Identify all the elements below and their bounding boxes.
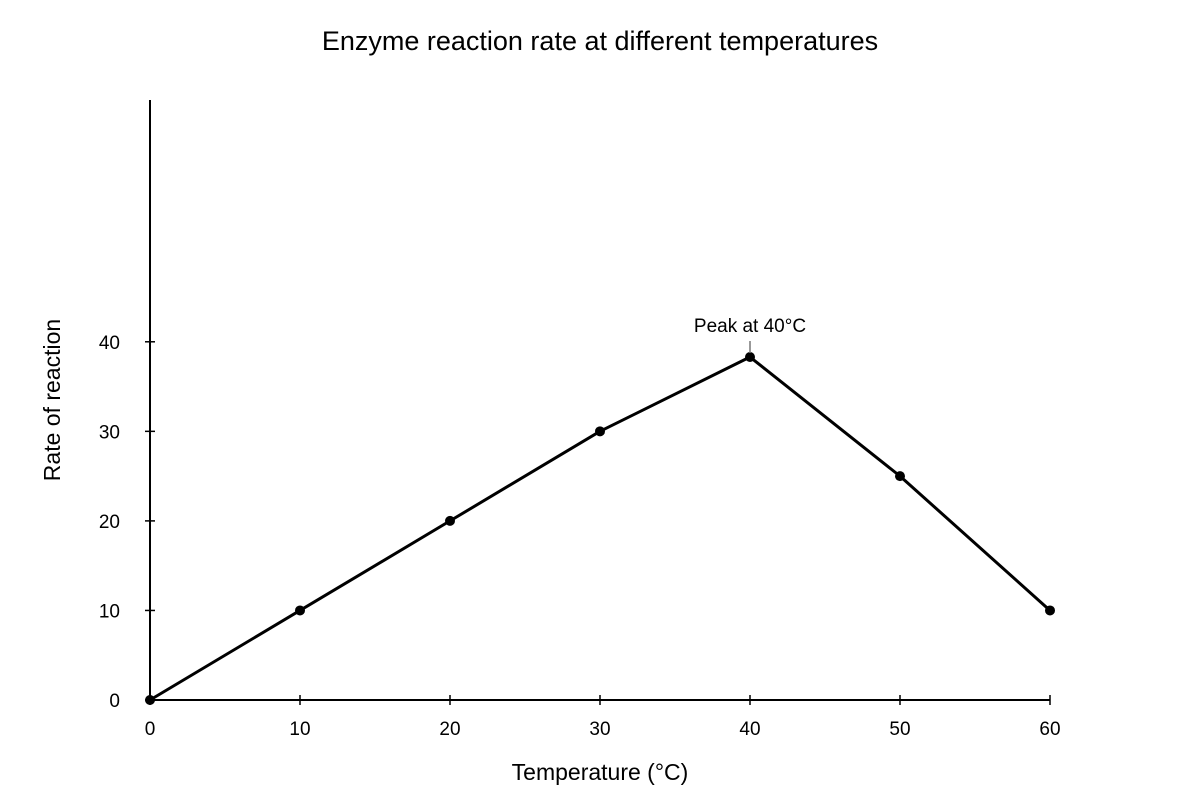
series-group — [145, 352, 1055, 705]
data-point — [745, 352, 755, 363]
y-tick-label: 0 — [109, 691, 120, 712]
data-point — [1045, 605, 1055, 616]
x-tick-label: 10 — [289, 719, 310, 740]
y-tick-label: 10 — [99, 601, 120, 622]
y-axis-label: Rate of reaction — [39, 319, 65, 481]
x-tick-label: 60 — [1039, 719, 1060, 740]
x-tick-label: 50 — [889, 719, 910, 740]
annotations: Peak at 40°C — [694, 316, 806, 354]
y-ticks: 0 10 20 30 40 — [99, 333, 155, 712]
data-point — [145, 695, 155, 705]
y-tick-label: 20 — [99, 512, 120, 533]
x-tick-label: 30 — [589, 719, 610, 740]
axes — [149, 100, 1050, 701]
data-point — [895, 471, 905, 482]
data-point — [445, 515, 455, 526]
data-point — [595, 426, 605, 437]
chart-title: Enzyme reaction rate at different temper… — [322, 26, 878, 56]
data-point — [295, 605, 305, 616]
x-ticks: 0 10 20 30 40 50 60 — [145, 695, 1061, 740]
series-line — [149, 355, 1052, 702]
y-tick-label: 40 — [99, 333, 120, 354]
y-tick-label: 30 — [99, 422, 120, 443]
x-axis-label: Temperature (°C) — [512, 759, 689, 785]
x-tick-label: 0 — [145, 719, 156, 740]
x-tick-label: 20 — [439, 719, 460, 740]
annotation-label: Peak at 40°C — [694, 316, 806, 337]
x-tick-label: 40 — [739, 719, 760, 740]
